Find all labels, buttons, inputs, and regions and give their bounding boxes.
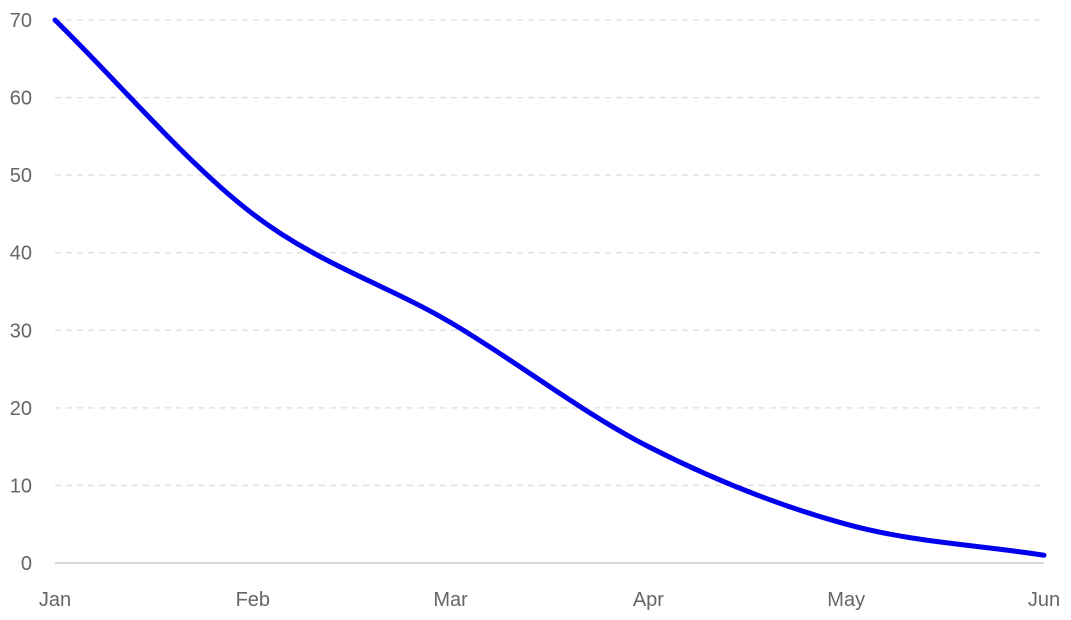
x-tick-label: Mar (433, 589, 468, 611)
x-axis: Jan Feb Mar Apr May Jun (39, 562, 1060, 611)
grid-lines (55, 19, 1044, 487)
y-tick-label: 0 (21, 553, 32, 575)
series-layer (52, 17, 1047, 558)
data-point-jan (53, 18, 58, 23)
series-line (52, 17, 1047, 558)
data-point-apr (646, 444, 651, 449)
y-tick-label: 20 (10, 398, 32, 420)
y-tick-label: 60 (10, 88, 32, 110)
y-tick-label: 70 (10, 10, 32, 32)
x-tick-label: May (827, 589, 865, 611)
data-point-jun (1042, 553, 1047, 558)
y-tick-label: 30 (10, 320, 32, 342)
data-point-may (844, 522, 849, 527)
x-tick-label: Jun (1028, 589, 1060, 611)
x-tick-label: Apr (633, 589, 664, 611)
y-tick-label: 10 (10, 475, 32, 497)
x-tick-label: Jan (39, 589, 71, 611)
y-axis: 0 10 20 30 40 50 60 70 (10, 10, 32, 575)
y-tick-label: 50 (10, 165, 32, 187)
x-tick-label: Feb (236, 589, 270, 611)
data-point-feb (250, 211, 255, 216)
y-tick-label: 40 (10, 243, 32, 265)
data-point-mar (448, 320, 453, 325)
